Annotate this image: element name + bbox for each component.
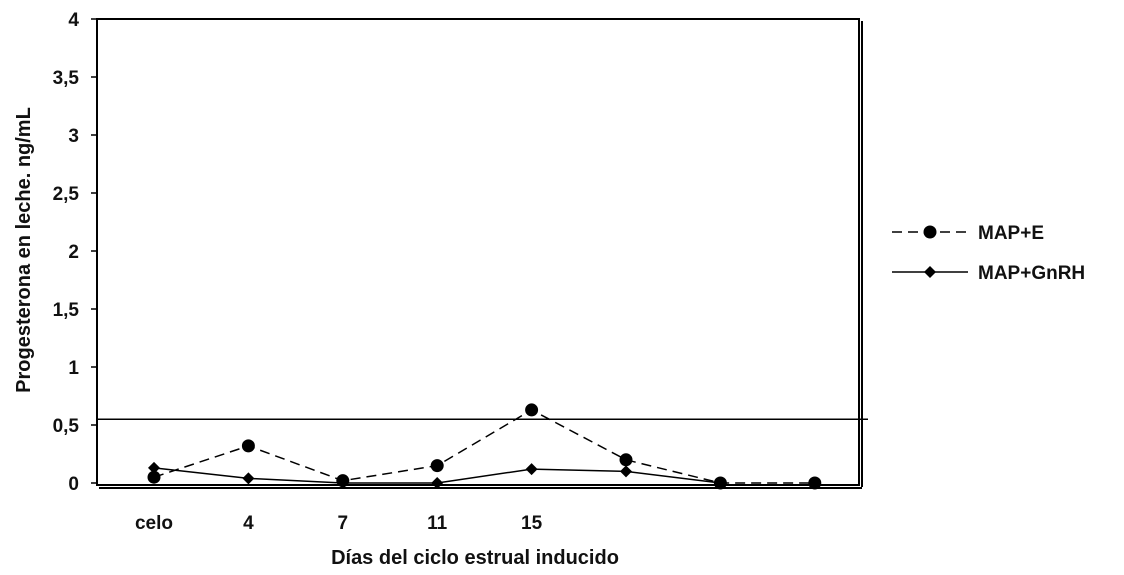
y-tick-label: 0,5 [53, 416, 80, 437]
legend-label: MAP+E [978, 223, 1044, 244]
x-axis-ticks: celo 4 7 11 15 [135, 513, 543, 534]
data-point [430, 459, 444, 473]
y-axis-ticks: 0 0,5 1 1,5 2 2,5 3 3,5 4 [53, 10, 97, 495]
legend-item: MAP+GnRH [892, 263, 1085, 284]
series-line [153, 409, 815, 484]
data-point [148, 461, 160, 474]
legend-item: MAP+E [892, 223, 1044, 244]
y-tick-label: 1,5 [53, 300, 80, 321]
legend-marker [924, 266, 936, 278]
x-axis-title: Días del ciclo estrual inducido [331, 547, 619, 569]
series-map-gnrh [148, 461, 727, 489]
x-tick-label: 15 [521, 513, 543, 534]
data-point [525, 463, 538, 476]
data-point [242, 472, 255, 485]
series-layer [147, 403, 822, 490]
plot-frame [96, 18, 863, 489]
y-tick-label: 0 [68, 474, 79, 495]
x-tick-label: celo [135, 513, 173, 534]
data-point [808, 476, 822, 490]
data-point [147, 470, 161, 484]
data-point [714, 477, 727, 489]
y-axis-title: Progesterona en leche. ng/mL [13, 107, 35, 393]
plot-area-border [96, 18, 860, 486]
legend-marker [923, 225, 937, 239]
x-tick-label: 4 [243, 513, 254, 534]
y-tick-label: 3 [68, 126, 79, 147]
data-point [619, 453, 633, 467]
y-tick-label: 2 [68, 242, 79, 263]
data-point [525, 403, 539, 417]
data-point [336, 477, 349, 489]
y-tick-label: 3,5 [53, 68, 80, 89]
y-tick-label: 1 [68, 358, 79, 379]
x-tick-label: 11 [427, 513, 448, 534]
data-point [620, 465, 632, 478]
legend-label: MAP+GnRH [978, 263, 1085, 284]
data-point [241, 439, 255, 453]
legend: MAP+E MAP+GnRH [892, 223, 1085, 284]
y-tick-label: 2,5 [53, 184, 80, 205]
data-point [431, 477, 444, 489]
y-tick-label: 4 [68, 10, 79, 31]
x-tick-label: 7 [338, 513, 349, 534]
